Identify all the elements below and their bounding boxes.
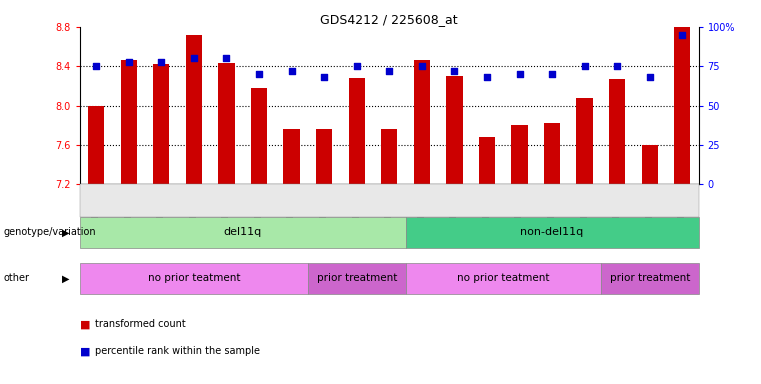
- Point: [384, 68, 396, 74]
- Text: non-del11q: non-del11q: [521, 227, 584, 237]
- Text: genotype/variation: genotype/variation: [4, 227, 97, 237]
- Bar: [186, 35, 202, 184]
- Bar: [609, 79, 626, 184]
- Text: prior treatment: prior treatment: [610, 273, 690, 283]
- Text: prior treatment: prior treatment: [317, 273, 397, 283]
- Text: ▶: ▶: [62, 273, 70, 283]
- Point: [221, 55, 233, 61]
- Bar: [674, 27, 690, 184]
- Bar: [544, 123, 560, 184]
- Text: no prior teatment: no prior teatment: [457, 273, 549, 283]
- Point: [677, 31, 689, 38]
- Text: ▶: ▶: [62, 227, 70, 237]
- Bar: [283, 129, 300, 184]
- Point: [416, 63, 428, 70]
- Bar: [218, 63, 234, 184]
- Point: [546, 71, 558, 77]
- Point: [644, 74, 656, 80]
- Bar: [88, 106, 104, 184]
- Bar: [642, 145, 658, 184]
- Bar: [446, 76, 463, 184]
- Point: [188, 55, 200, 61]
- Bar: [316, 129, 333, 184]
- Bar: [511, 125, 527, 184]
- Bar: [479, 137, 495, 184]
- Bar: [153, 64, 170, 184]
- Point: [481, 74, 493, 80]
- Point: [155, 58, 167, 65]
- Text: del11q: del11q: [224, 227, 262, 237]
- Bar: [381, 129, 397, 184]
- Text: other: other: [4, 273, 30, 283]
- Title: GDS4212 / 225608_at: GDS4212 / 225608_at: [320, 13, 458, 26]
- Point: [285, 68, 298, 74]
- Text: ■: ■: [80, 319, 91, 329]
- Point: [253, 71, 265, 77]
- Text: ■: ■: [80, 346, 91, 356]
- Bar: [120, 60, 137, 184]
- Text: no prior teatment: no prior teatment: [148, 273, 240, 283]
- Point: [123, 58, 135, 65]
- Point: [351, 63, 363, 70]
- Bar: [251, 88, 267, 184]
- Point: [448, 68, 460, 74]
- Point: [318, 74, 330, 80]
- Text: transformed count: transformed count: [95, 319, 186, 329]
- Point: [578, 63, 591, 70]
- Point: [611, 63, 623, 70]
- Point: [90, 63, 102, 70]
- Point: [514, 71, 526, 77]
- Bar: [414, 60, 430, 184]
- Text: percentile rank within the sample: percentile rank within the sample: [95, 346, 260, 356]
- Bar: [349, 78, 365, 184]
- Bar: [577, 98, 593, 184]
